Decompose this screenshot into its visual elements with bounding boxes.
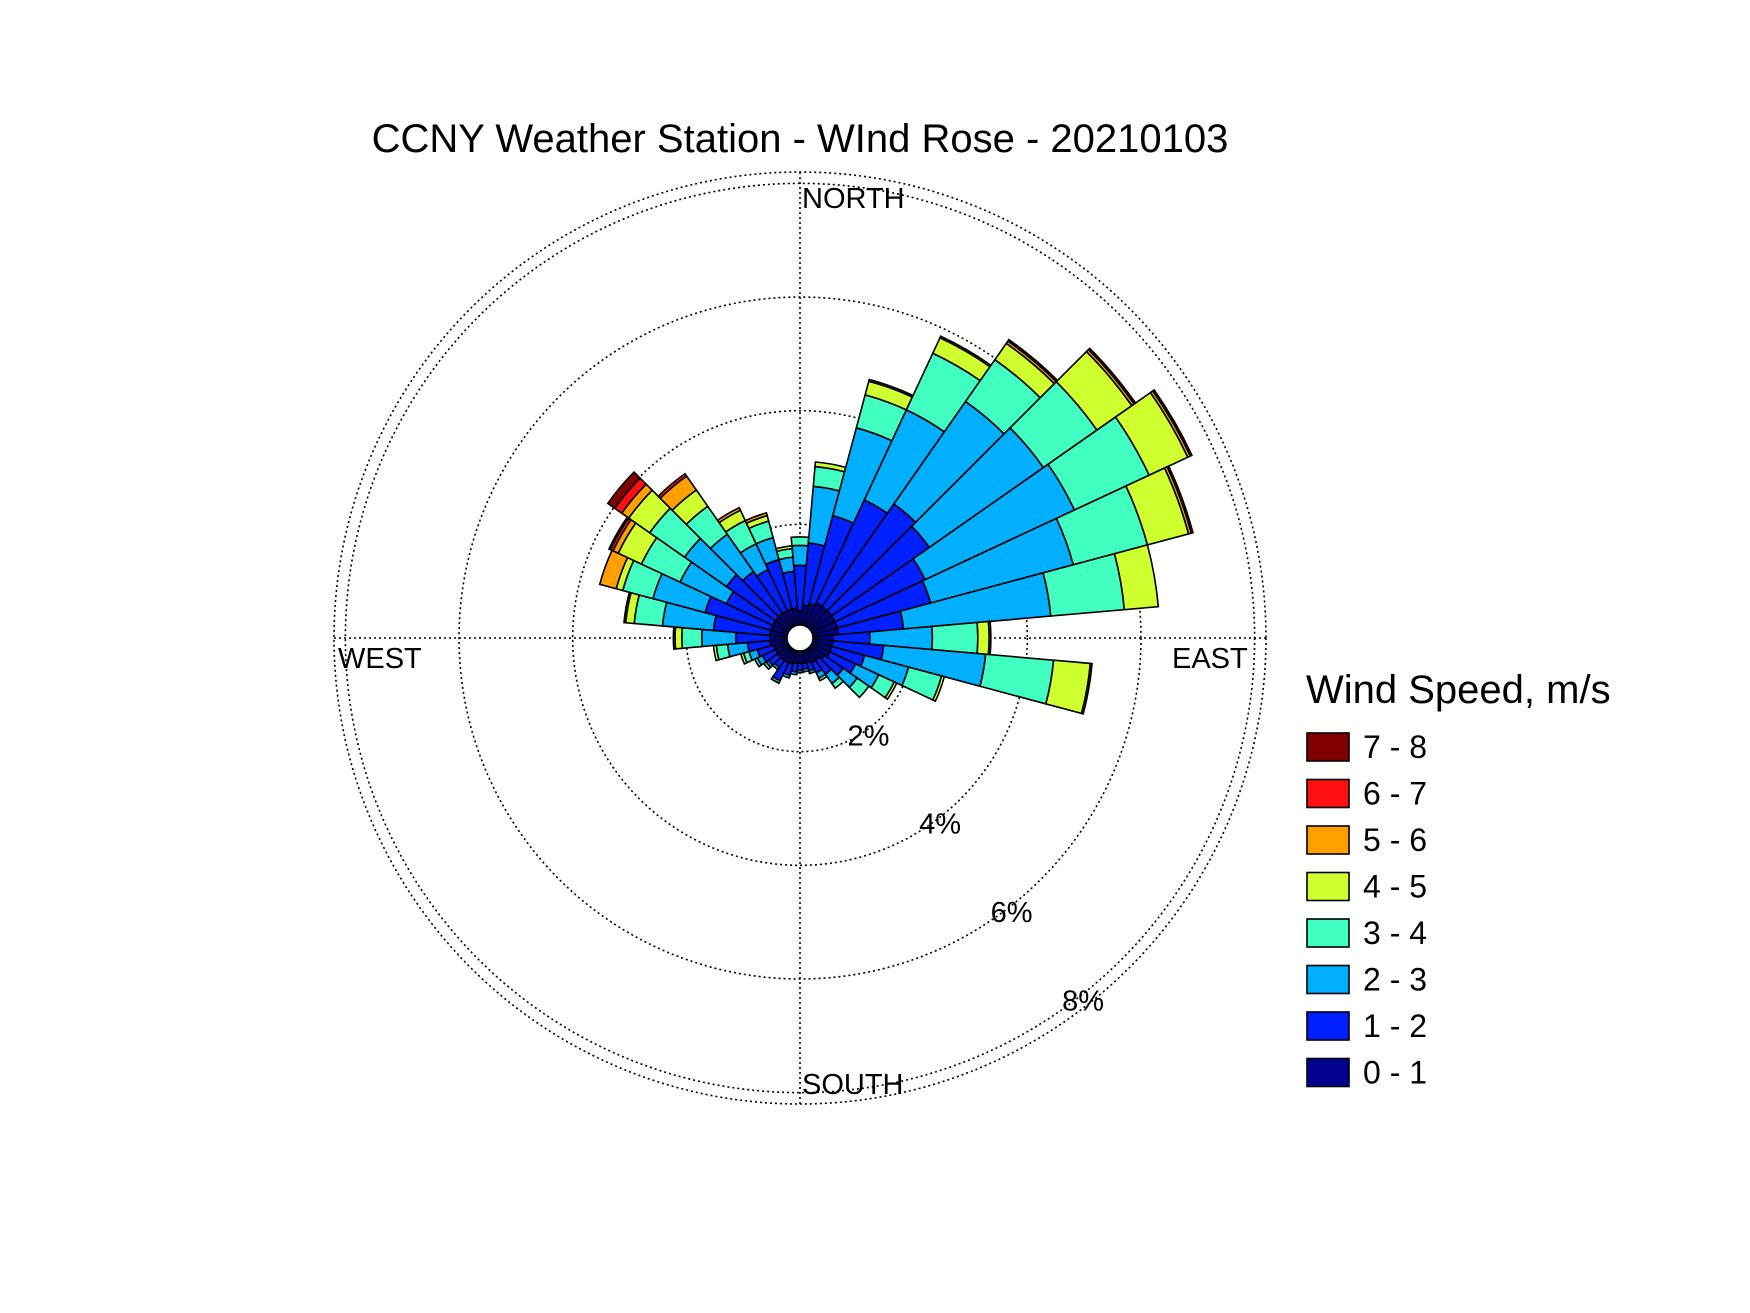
- legend-label: 0 - 1: [1363, 1055, 1427, 1091]
- legend-label: 1 - 2: [1363, 1008, 1427, 1044]
- sector-270: [672, 626, 788, 650]
- ring-label: 4%: [919, 809, 961, 841]
- sector-330: [716, 506, 796, 629]
- sector-140-bin-3: [830, 676, 845, 690]
- grid-ring: [571, 409, 1029, 867]
- sector-270-bin-4: [674, 626, 684, 650]
- wind-sectors: [598, 335, 1194, 715]
- legend-title: Wind Speed, m/s: [1306, 668, 1611, 712]
- ring-labels: 2% 4% 6% 8%: [848, 720, 1105, 1017]
- sector-0-bin-3: [790, 536, 810, 547]
- sector-130-bin-3: [848, 676, 870, 699]
- legend-item: 6 - 7: [1306, 776, 1427, 812]
- sector-140: [806, 646, 845, 690]
- sector-80: [811, 543, 1160, 638]
- legend-swatch: [1306, 1011, 1350, 1041]
- direction-labels: NORTH EAST SOUTH WEST: [338, 183, 1248, 1101]
- calm-center: [786, 624, 814, 652]
- legend-label: 4 - 5: [1363, 869, 1427, 905]
- legend-item: 5 - 6: [1306, 822, 1427, 858]
- direction-label-north: NORTH: [802, 183, 905, 215]
- legend-label: 7 - 8: [1363, 729, 1427, 765]
- sector-30: [804, 335, 993, 629]
- legend-swatch: [1306, 871, 1350, 902]
- sector-330-bin-5: [716, 506, 742, 524]
- sector-300: [607, 515, 791, 634]
- sector-100-bin-3: [979, 653, 1055, 705]
- legend-item: 4 - 5: [1306, 869, 1427, 905]
- ring-label: 6%: [991, 897, 1033, 929]
- legend-swatch: [1306, 918, 1350, 948]
- legend-swatch: [1306, 964, 1350, 995]
- legend-label: 5 - 6: [1363, 822, 1427, 858]
- sector-340-bin-5: [744, 511, 769, 525]
- sector-160-bin-2: [807, 667, 817, 675]
- sector-20: [802, 378, 915, 628]
- sector-90-bin-3: [930, 621, 979, 655]
- legend-swatch: [1306, 1057, 1350, 1088]
- sector-0: [790, 536, 810, 626]
- sector-120: [809, 642, 898, 701]
- sector-10: [800, 461, 847, 627]
- center-circle: [786, 624, 814, 652]
- sector-350-bin-4: [775, 544, 794, 553]
- direction-label-south: SOUTH: [802, 1069, 904, 1101]
- legend-item: 3 - 4: [1306, 915, 1427, 951]
- sector-110-bin-4: [931, 674, 946, 703]
- legend-item: 7 - 8: [1306, 729, 1427, 765]
- sector-210: [770, 647, 796, 685]
- sector-100-bin-5: [1080, 662, 1093, 715]
- legend-label: 3 - 4: [1363, 915, 1427, 951]
- legend-label: 2 - 3: [1363, 962, 1427, 998]
- legend: Wind Speed, m/s 7 - 8 6 - 7 5 - 6 4 - 5 3 - …: [1306, 668, 1611, 1091]
- sector-270-bin-3: [681, 626, 703, 650]
- sector-270-bin-5: [672, 626, 677, 650]
- ring-label: 8%: [1062, 985, 1104, 1017]
- legend-item: 1 - 2: [1306, 1008, 1427, 1044]
- sector-170: [800, 649, 810, 673]
- grid-ring-outer: [333, 171, 1267, 1105]
- chart-title: CCNY Weather Station - WInd Rose - 20210…: [372, 117, 1229, 161]
- legend-item: 2 - 3: [1306, 962, 1427, 998]
- sector-350: [775, 544, 800, 627]
- sector-340: [744, 511, 798, 628]
- grid-ring: [458, 296, 1142, 980]
- legend-item: 0 - 1: [1306, 1055, 1427, 1091]
- sector-100: [811, 638, 1093, 715]
- sector-90-bin-5: [987, 620, 992, 656]
- ring-label: 2%: [848, 720, 890, 752]
- sector-150-bin-3: [817, 673, 829, 682]
- sector-80-bin-4: [1113, 543, 1160, 611]
- direction-label-east: EAST: [1172, 643, 1248, 675]
- sector-210-bin-2: [770, 675, 782, 685]
- sector-70: [810, 465, 1194, 636]
- legend-label: 6 - 7: [1363, 776, 1427, 812]
- sector-90-bin-4: [976, 620, 990, 656]
- legend-swatch: [1306, 732, 1350, 762]
- sector-0-bin-2: [791, 544, 809, 567]
- direction-label-west: WEST: [338, 643, 422, 675]
- sector-110: [810, 640, 946, 703]
- sector-310-bin-7: [606, 470, 642, 510]
- legend-swatch: [1306, 825, 1350, 855]
- sector-320: [657, 472, 794, 630]
- sector-70-bin-6: [1166, 465, 1194, 535]
- legend-swatch: [1306, 778, 1350, 809]
- sector-120-bin-4: [884, 680, 898, 701]
- grid-ring: [344, 182, 1256, 1094]
- legend-items: 7 - 8 6 - 7 5 - 6 4 - 5 3 - 4 2 - 3 1 - 2 0 - 1: [1306, 729, 1427, 1091]
- sector-320-bin-6: [657, 472, 688, 500]
- sector-60-bin-6: [1151, 388, 1193, 458]
